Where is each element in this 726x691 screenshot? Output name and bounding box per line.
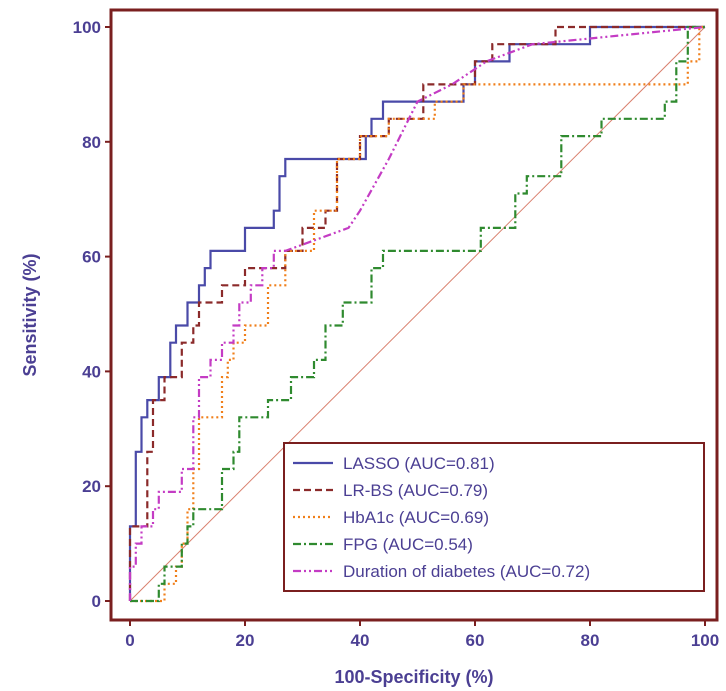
legend-box (283, 442, 705, 592)
x-axis-title: 100-Specificity (%) (334, 667, 493, 687)
x-tick-label: 60 (466, 631, 485, 650)
series-line-3 (130, 25, 705, 603)
y-tick-label: 100 (73, 18, 101, 37)
y-tick-label: 0 (92, 592, 101, 611)
legend-label-4: FPG (AUC=0.54) (343, 535, 473, 554)
x-tick-label: 0 (125, 631, 134, 650)
x-tick-label: 40 (351, 631, 370, 650)
y-tick-label: 40 (82, 362, 101, 381)
legend-label-2: LR-BS (AUC=0.79) (343, 481, 488, 500)
x-tick-label: 20 (236, 631, 255, 650)
reference-diagonal-layer (129, 26, 706, 602)
series-layer (128, 25, 706, 603)
y-axis-title: Sensitivity (%) (20, 253, 40, 376)
y-tick-label: 80 (82, 133, 101, 152)
series-line-4 (130, 25, 705, 603)
series-line-5 (128, 25, 706, 601)
legend-label-5: Duration of diabetes (AUC=0.72) (343, 562, 590, 581)
x-tick-label: 80 (581, 631, 600, 650)
legend-label-3: HbA1c (AUC=0.69) (343, 508, 489, 527)
y-tick-label: 60 (82, 248, 101, 267)
legend-label-1: LASSO (AUC=0.81) (343, 454, 495, 473)
reference-diagonal (129, 26, 706, 602)
y-tick-label: 20 (82, 477, 101, 496)
legend: LASSO (AUC=0.81) LR-BS (AUC=0.79) HbA1c (A… (283, 442, 705, 592)
plot-frame (109, 8, 719, 622)
x-tick-label: 100 (691, 631, 719, 650)
axis-ticks: 0 20 40 60 80 100 0 20 40 60 80 100 (73, 18, 720, 650)
